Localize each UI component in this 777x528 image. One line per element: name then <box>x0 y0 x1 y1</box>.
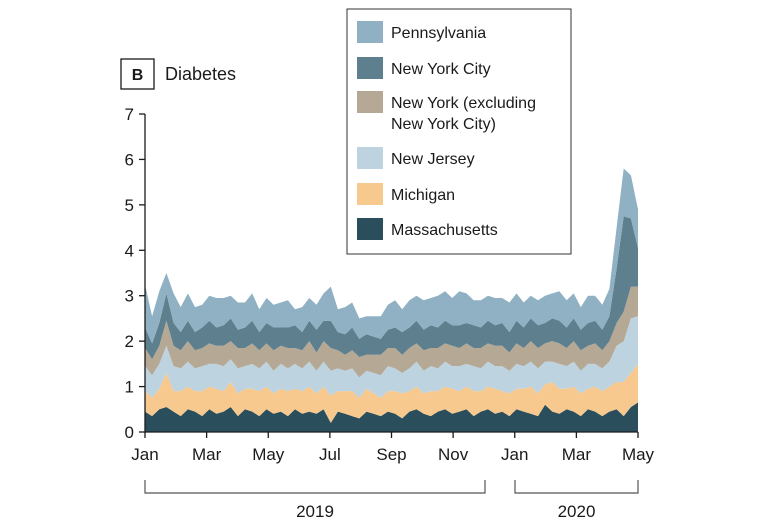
panel-letter: B <box>132 67 144 84</box>
y-tick-label: 6 <box>125 150 134 169</box>
chart-title: Diabetes <box>165 64 236 84</box>
area-series-new-york-excluding-new-york-city <box>145 286 638 378</box>
x-axis: Jan Mar May Jul Sep Nov Jan Mar May <box>131 431 655 464</box>
legend-swatch <box>357 21 383 43</box>
x-tick-label: Sep <box>376 445 406 464</box>
y-axis: 0 1 2 3 4 5 6 7 <box>125 105 146 442</box>
legend-swatch <box>357 57 383 79</box>
legend-box <box>346 8 572 255</box>
legend-swatch <box>357 91 383 113</box>
y-tick-label: 3 <box>125 287 134 306</box>
y-tick-label: 0 <box>125 423 134 442</box>
x-tick-label: Jul <box>319 445 341 464</box>
x-tick-label: Jan <box>501 445 528 464</box>
legend-swatch <box>357 218 383 240</box>
area-series-new-jersey <box>145 316 638 398</box>
x-tick-label: Mar <box>562 445 592 464</box>
y-tick-label: 4 <box>125 241 134 260</box>
y-tick-label: 1 <box>125 378 134 397</box>
panel-header: B Diabetes <box>120 58 236 90</box>
year-label: 2019 <box>296 502 334 521</box>
legend-swatch <box>357 147 383 169</box>
legend-label: Michigan <box>391 187 455 204</box>
panel-letter-box <box>120 58 155 90</box>
area-series-michigan <box>145 363 638 423</box>
area-series-new-york-city <box>145 216 638 360</box>
legend-label-continued: New York City) <box>391 116 496 133</box>
year-bracket <box>514 480 639 494</box>
year-bracket <box>144 480 486 494</box>
x-tick-label: May <box>252 445 285 464</box>
x-tick-label: Mar <box>192 445 222 464</box>
year-label: 2020 <box>558 502 596 521</box>
x-tick-label: May <box>622 445 655 464</box>
year-brackets: 2019 2020 <box>144 480 639 521</box>
legend-label: Pennsylvania <box>391 25 486 42</box>
legend-label: New York City <box>391 61 491 78</box>
area-series-massachusetts <box>145 402 638 432</box>
y-tick-label: 5 <box>125 196 134 215</box>
plot-area <box>145 168 638 432</box>
legend-label: New York (excluding <box>391 95 536 112</box>
y-tick-label: 7 <box>125 105 134 124</box>
legend-label: Massachusetts <box>391 222 498 239</box>
x-tick-label: Jan <box>131 445 158 464</box>
x-tick-label: Nov <box>438 445 469 464</box>
legend-swatch <box>357 183 383 205</box>
area-series-pennsylvania <box>145 168 638 344</box>
y-tick-label: 2 <box>125 332 134 351</box>
legend: Pennsylvania New York City New York (exclu… <box>346 8 572 255</box>
legend-label: New Jersey <box>391 151 475 168</box>
